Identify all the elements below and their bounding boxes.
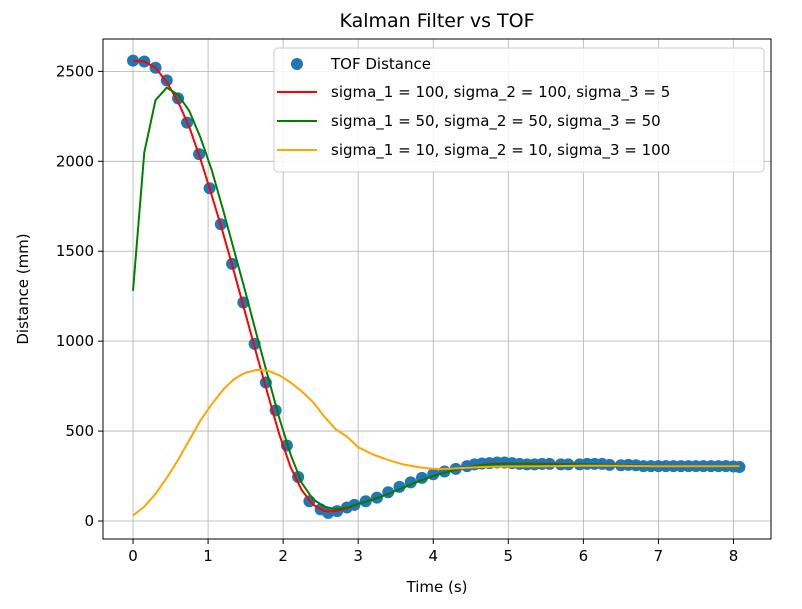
- x-tick-label: 7: [654, 547, 664, 565]
- y-tick-label: 1500: [56, 242, 94, 260]
- x-tick-label: 1: [203, 547, 213, 565]
- scatter-point: [322, 506, 335, 519]
- y-tick-label: 500: [65, 422, 94, 440]
- chart-title: Kalman Filter vs TOF: [339, 10, 534, 32]
- x-tick-label: 4: [428, 547, 438, 565]
- legend-label-series-1: sigma_1 = 100, sigma_2 = 100, sigma_3 = …: [331, 83, 670, 102]
- y-tick-label: 2000: [56, 152, 94, 170]
- plot-frame: [102, 38, 772, 540]
- y-axis-label: Distance (mm): [14, 233, 32, 344]
- series-line-2: [132, 86, 740, 511]
- x-tick-label: 2: [278, 547, 288, 565]
- x-tick-label: 5: [504, 547, 514, 565]
- y-tick-label: 2500: [56, 62, 94, 80]
- legend-label-series-2: sigma_1 = 50, sigma_2 = 50, sigma_3 = 50: [331, 112, 661, 131]
- x-axis: 0 1 2 3 4 5 6 7 8: [128, 539, 738, 565]
- y-axis: 0 500 1000 1500 2000 2500: [56, 62, 103, 530]
- legend-marker-scatter: [291, 58, 303, 70]
- x-axis-label: Time (s): [406, 578, 468, 596]
- legend: TOF Distance sigma_1 = 100, sigma_2 = 10…: [273, 47, 765, 173]
- x-tick-label: 6: [579, 547, 589, 565]
- y-tick-label: 0: [84, 512, 94, 530]
- y-tick-label: 1000: [56, 332, 94, 350]
- legend-label-series-3: sigma_1 = 10, sigma_2 = 10, sigma_3 = 10…: [331, 141, 670, 160]
- legend-box: [273, 47, 765, 173]
- legend-label-scatter: TOF Distance: [330, 55, 431, 73]
- x-tick-label: 8: [729, 547, 739, 565]
- plot-area: [127, 54, 746, 519]
- x-tick-label: 0: [128, 547, 138, 565]
- x-tick-label: 3: [353, 547, 363, 565]
- series-line-3: [132, 368, 740, 517]
